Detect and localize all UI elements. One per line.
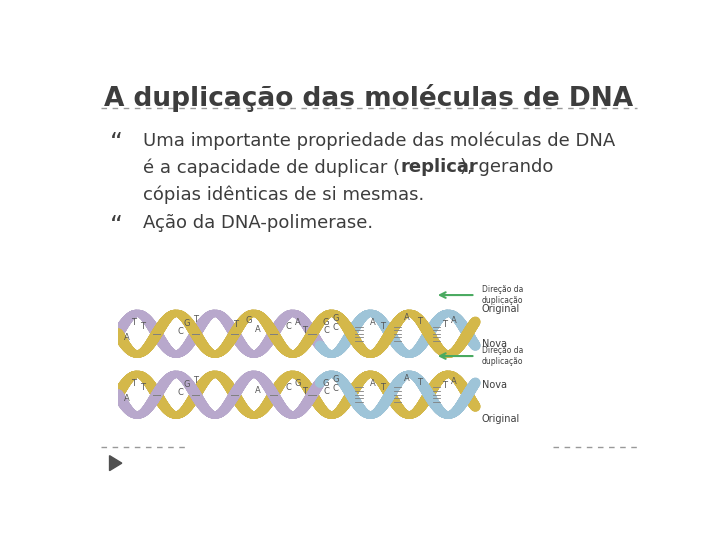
Text: Ação da DNA-polimerase.: Ação da DNA-polimerase. — [143, 214, 373, 233]
Text: replicar: replicar — [400, 158, 478, 177]
Text: replicar: replicar — [400, 158, 478, 177]
Text: cópias idênticas de si mesmas.: cópias idênticas de si mesmas. — [143, 185, 424, 204]
Text: A duplicação das moléculas de DNA: A duplicação das moléculas de DNA — [104, 84, 633, 112]
Text: “: “ — [109, 214, 122, 239]
Polygon shape — [109, 456, 122, 471]
Text: é a capacidade de duplicar (: é a capacidade de duplicar ( — [143, 158, 400, 177]
Text: “: “ — [109, 131, 122, 156]
Text: ), gerando: ), gerando — [460, 158, 554, 177]
Text: Uma importante propriedade das moléculas de DNA: Uma importante propriedade das moléculas… — [143, 131, 616, 150]
Text: é a capacidade de duplicar (: é a capacidade de duplicar ( — [143, 158, 400, 177]
